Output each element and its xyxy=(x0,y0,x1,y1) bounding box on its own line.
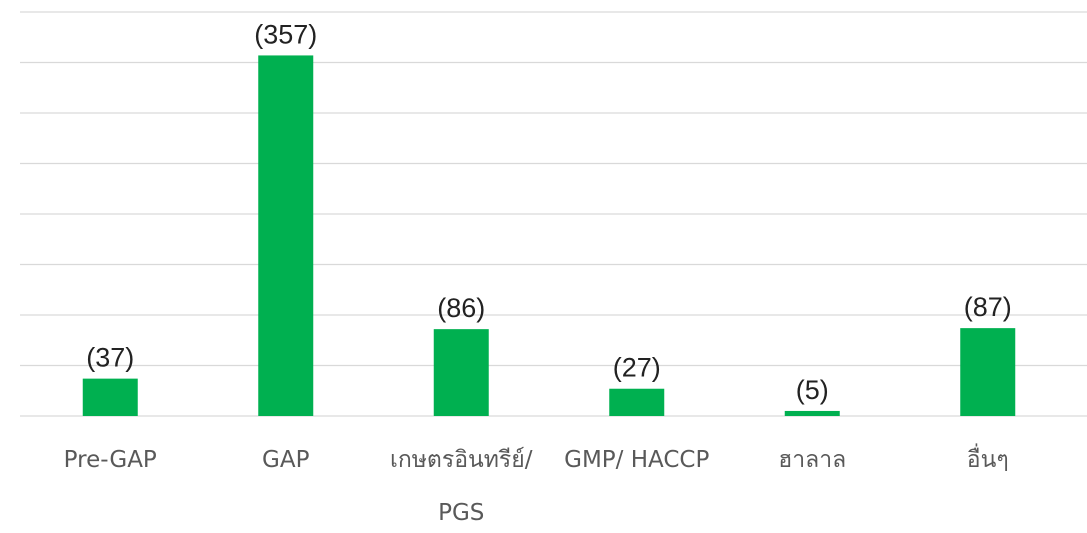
x-tick-label: อื่นๆ xyxy=(966,447,1009,473)
bar xyxy=(609,388,665,416)
value-label: (27) xyxy=(613,353,661,383)
x-tick-label: เกษตรอินทรีย์/ PGS xyxy=(389,447,533,526)
bar xyxy=(960,328,1016,416)
x-tick-label: GAP xyxy=(262,447,310,473)
bar xyxy=(784,410,840,416)
value-label: (5) xyxy=(796,375,829,405)
bar xyxy=(82,378,138,416)
bar xyxy=(258,55,314,417)
x-tick-label: GMP/ HACCP xyxy=(564,447,710,473)
x-tick-label: Pre-GAP xyxy=(63,447,157,473)
value-label: (37) xyxy=(86,343,134,373)
value-label: (86) xyxy=(437,293,485,323)
x-tick-label: ฮาลาล xyxy=(778,447,847,473)
value-label: (87) xyxy=(964,292,1012,322)
bar xyxy=(433,329,489,416)
value-label: (357) xyxy=(254,19,317,49)
